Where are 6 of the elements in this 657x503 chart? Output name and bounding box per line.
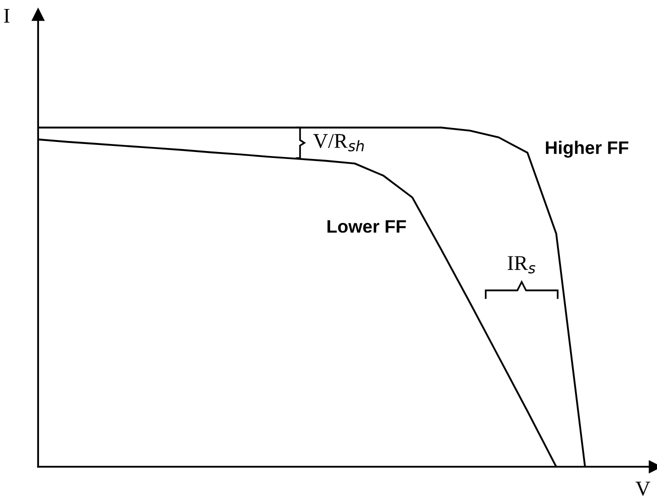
annotation: IR$_{s}$ [508,256,536,274]
text: I [4,8,10,23]
series-label: Lower FF [328,220,406,233]
series-label: Higher FF [546,140,628,158]
annotation: V/R$_{sh}$ [313,134,364,152]
x-axis-title: V [636,482,650,496]
